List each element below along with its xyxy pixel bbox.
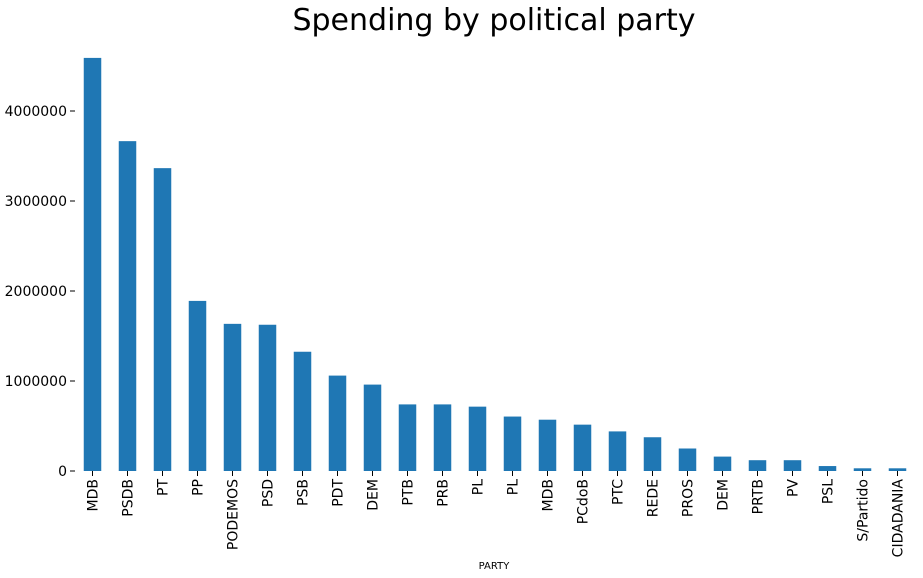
- x-tick-label: PSDB: [121, 479, 137, 517]
- x-tick-label: PODEMOS: [226, 479, 242, 550]
- bar-psb: [293, 351, 312, 471]
- x-tick-label: PSD: [261, 479, 277, 507]
- y-tick-label: 4000000: [5, 104, 67, 120]
- bar-mdb: [83, 57, 102, 472]
- bar-dem: [363, 384, 382, 471]
- x-tick-label: PDT: [331, 479, 347, 507]
- bar-pl: [503, 416, 522, 471]
- bar-pros: [678, 448, 697, 471]
- x-tick-label: S/Partido: [856, 479, 872, 542]
- bar-pcdob: [573, 424, 592, 471]
- bar-ptb: [398, 404, 417, 471]
- x-tick-label: PTB: [401, 479, 417, 506]
- x-tick-label: PP: [191, 479, 207, 496]
- bar-pdt: [328, 375, 347, 471]
- x-tick-label: PSL: [821, 479, 837, 504]
- bar-psl: [818, 466, 837, 471]
- bar-dem: [713, 456, 732, 471]
- bar-psd: [258, 324, 277, 471]
- x-tick-label: DEM: [366, 479, 382, 511]
- bar-pt: [153, 168, 172, 471]
- x-tick-label: PRB: [436, 479, 452, 507]
- chart-title: Spending by political party: [292, 3, 695, 38]
- bars: [83, 57, 907, 472]
- bar-ptc: [608, 431, 627, 471]
- x-tick-label: REDE: [646, 479, 662, 517]
- bar-s-partido: [853, 468, 872, 471]
- y-axis: 0 1000000 2000000 3000000 4000000: [5, 104, 75, 480]
- x-tick-label: PSB: [296, 479, 312, 506]
- x-tick-label: PRTB: [751, 479, 767, 514]
- x-tick-label: DEM: [716, 479, 732, 511]
- x-axis-label: PARTY: [479, 561, 511, 572]
- bar-psdb: [118, 141, 137, 471]
- x-tick-label: MDB: [86, 479, 102, 511]
- x-tick-label: CIDADANIA: [891, 479, 907, 558]
- x-tick-label: PCdoB: [576, 479, 592, 524]
- x-tick-label: MDB: [541, 479, 557, 511]
- bar-podemos: [223, 323, 242, 471]
- bar-prtb: [748, 460, 767, 471]
- x-tick-label: PROS: [681, 479, 697, 517]
- x-tick-label: PT: [156, 479, 172, 496]
- bar-rede: [643, 437, 662, 471]
- bar-mdb: [538, 419, 557, 471]
- y-tick-label: 0: [58, 464, 67, 480]
- bar-cidadania: [888, 468, 907, 471]
- x-tick-label: PL: [471, 479, 487, 495]
- y-tick-label: 1000000: [5, 374, 67, 390]
- x-axis: MDB PSDB PT PP PODEMOS PSD PSB PDT DEM PTB PRB PL PL…: [86, 471, 907, 557]
- bar-pp: [188, 300, 207, 471]
- x-tick-label: PV: [786, 479, 802, 497]
- y-tick-label: 3000000: [5, 194, 67, 210]
- x-tick-label: PL: [506, 479, 522, 495]
- y-tick-label: 2000000: [5, 284, 67, 300]
- x-tick-label: PTC: [611, 479, 627, 505]
- bar-pv: [783, 460, 802, 471]
- bar-prb: [433, 404, 452, 471]
- bar-pl: [468, 406, 487, 471]
